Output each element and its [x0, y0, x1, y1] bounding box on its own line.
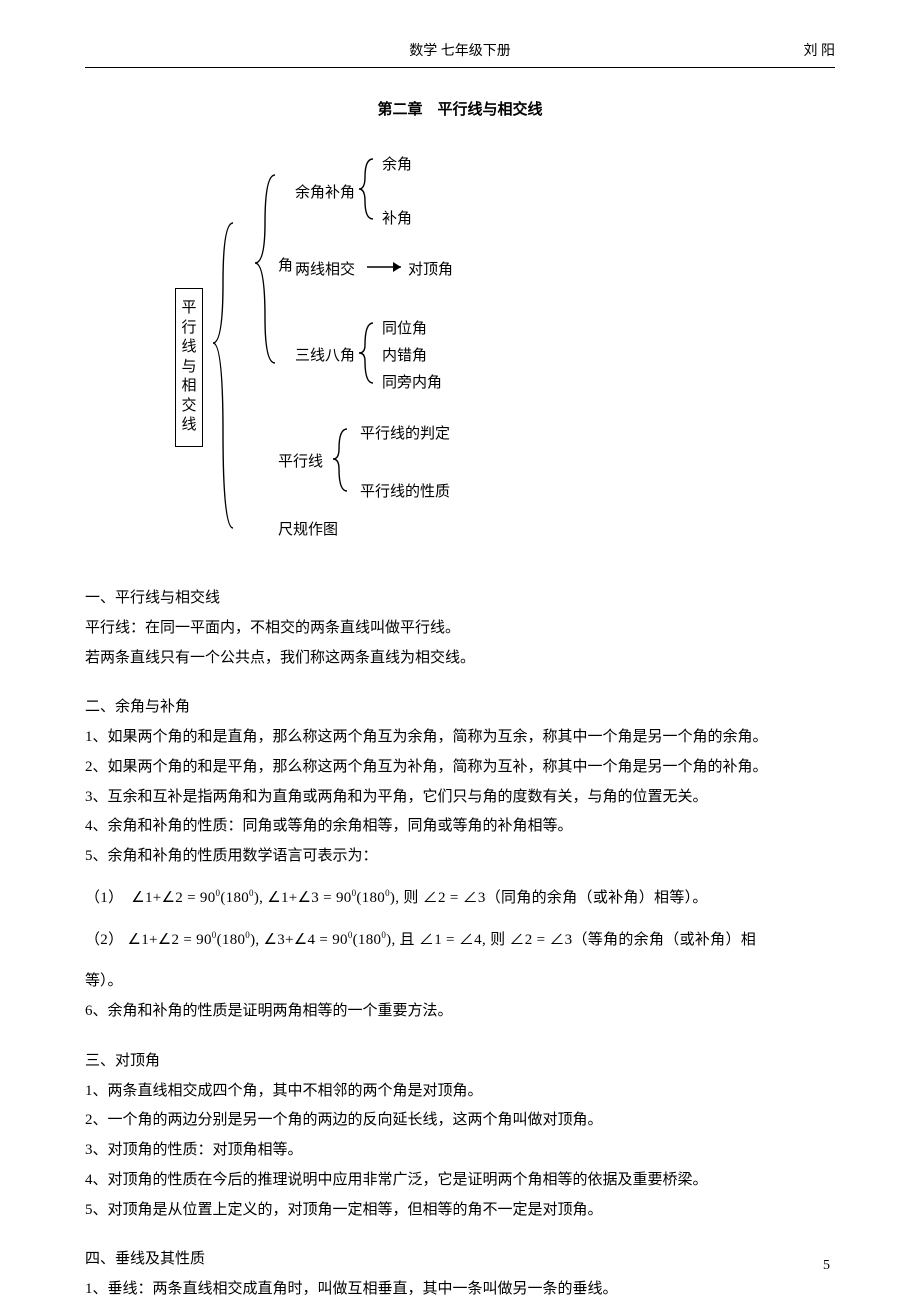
s4-line1: 1、垂线：两条直线相交成直角时，叫做互相垂直，其中一条叫做另一条的垂线。: [85, 1276, 835, 1304]
f1-m3: ), ∠1+∠3 = 90: [254, 890, 352, 906]
s3-line2: 2、一个角的两边分别是另一个角的两边的反向延长线，这两个角叫做对顶角。: [85, 1107, 835, 1135]
f2-tail2: 等）。: [85, 968, 835, 996]
s2-line4: 4、余角和补角的性质：同角或等角的余角相等，同角或等角的补角相等。: [85, 813, 835, 841]
page-header: 数学 七年级下册 刘 阳: [85, 40, 835, 68]
alt-int-label: 内错角: [382, 343, 427, 370]
section-4-title: 四、垂线及其性质: [85, 1246, 835, 1274]
f1-m5: ),: [390, 890, 403, 906]
s3-line3: 3、对顶角的性质：对顶角相等。: [85, 1137, 835, 1165]
f2-m1: ∠1+∠2 = 90: [123, 932, 211, 948]
s1-line2: 若两条直线只有一个公共点，我们称这两条直线为相交线。: [85, 645, 835, 673]
ruler-label: 尺规作图: [278, 517, 338, 544]
f1-pre: （1）: [85, 890, 131, 906]
header-subject: 数学 七年级下册: [85, 40, 835, 64]
s2-line5: 5、余角和补角的性质用数学语言可表示为：: [85, 843, 835, 871]
f2-m5: ), 且 ∠1 = ∠4,: [386, 932, 490, 948]
vertical-angle-label: 对顶角: [408, 257, 453, 284]
f2-tail: 则 ∠2 = ∠3（等角的余角（或补角）相: [490, 932, 756, 948]
two-line-label: 两线相交: [295, 257, 355, 284]
f1-m1: ∠1+∠2 = 90: [131, 890, 215, 906]
angle-label: 角: [278, 253, 293, 280]
s2-line6: 6、余角和补角的性质是证明两角相等的一个重要方法。: [85, 998, 835, 1026]
corr-label: 同位角: [382, 316, 427, 343]
s1-line1: 平行线：在同一平面内，不相交的两条直线叫做平行线。: [85, 615, 835, 643]
comp-label: 余角: [382, 152, 412, 179]
prop-label: 平行线的性质: [360, 479, 450, 506]
f2-pre: （2）: [85, 932, 123, 948]
section-1-title: 一、平行线与相交线: [85, 585, 835, 613]
cons-int-label: 同旁内角: [382, 370, 442, 397]
section-3-title: 三、对顶角: [85, 1048, 835, 1076]
sup-label: 补角: [382, 206, 412, 233]
s2-line1: 1、如果两个角的和是直角，那么称这两个角互为余角，简称为互余，称其中一个角是另一…: [85, 724, 835, 752]
content-body: 一、平行线与相交线 平行线：在同一平面内，不相交的两条直线叫做平行线。 若两条直…: [85, 585, 835, 1304]
s2-formula1: （1） ∠1+∠2 = 900(1800), ∠1+∠3 = 900(1800)…: [85, 885, 835, 913]
f2-m2: (180: [217, 932, 246, 948]
f1-m2: (180: [220, 890, 249, 906]
judge-label: 平行线的判定: [360, 421, 450, 448]
concept-tree-diagram: 平行线与相交线 角 平行线 尺规作图 余角补角 余角 补角 两线相交 对顶角 三…: [115, 133, 835, 563]
s2-line2: 2、如果两个角的和是平角，那么称这两个角互为补角，简称为互补，称其中一个角是另一…: [85, 754, 835, 782]
f2-m3: ), ∠3+∠4 = 90: [250, 932, 348, 948]
f1-tail: 则 ∠2 = ∠3（同角的余角（或补角）相等）。: [403, 890, 707, 906]
comp-sup-label: 余角补角: [295, 180, 355, 207]
f2-m4: (180: [353, 932, 382, 948]
s3-line4: 4、对顶角的性质在今后的推理说明中应用非常广泛，它是证明两个角相等的依据及重要桥…: [85, 1167, 835, 1195]
header-author: 刘 阳: [804, 40, 836, 64]
s2-line3: 3、互余和互补是指两角和为直角或两角和为平角，它们只与角的度数有关，与角的位置无…: [85, 784, 835, 812]
section-2-title: 二、余角与补角: [85, 694, 835, 722]
parallel-label: 平行线: [278, 449, 323, 476]
f1-m4: (180: [356, 890, 385, 906]
page-number: 5: [823, 1253, 830, 1278]
s3-line1: 1、两条直线相交成四个角，其中不相邻的两个角是对顶角。: [85, 1078, 835, 1106]
s3-line5: 5、对顶角是从位置上定义的，对顶角一定相等，但相等的角不一定是对顶角。: [85, 1197, 835, 1225]
three-eight-label: 三线八角: [295, 343, 355, 370]
chapter-title: 第二章 平行线与相交线: [85, 96, 835, 123]
s2-formula2: （2） ∠1+∠2 = 900(1800), ∠3+∠4 = 900(1800)…: [85, 927, 835, 955]
